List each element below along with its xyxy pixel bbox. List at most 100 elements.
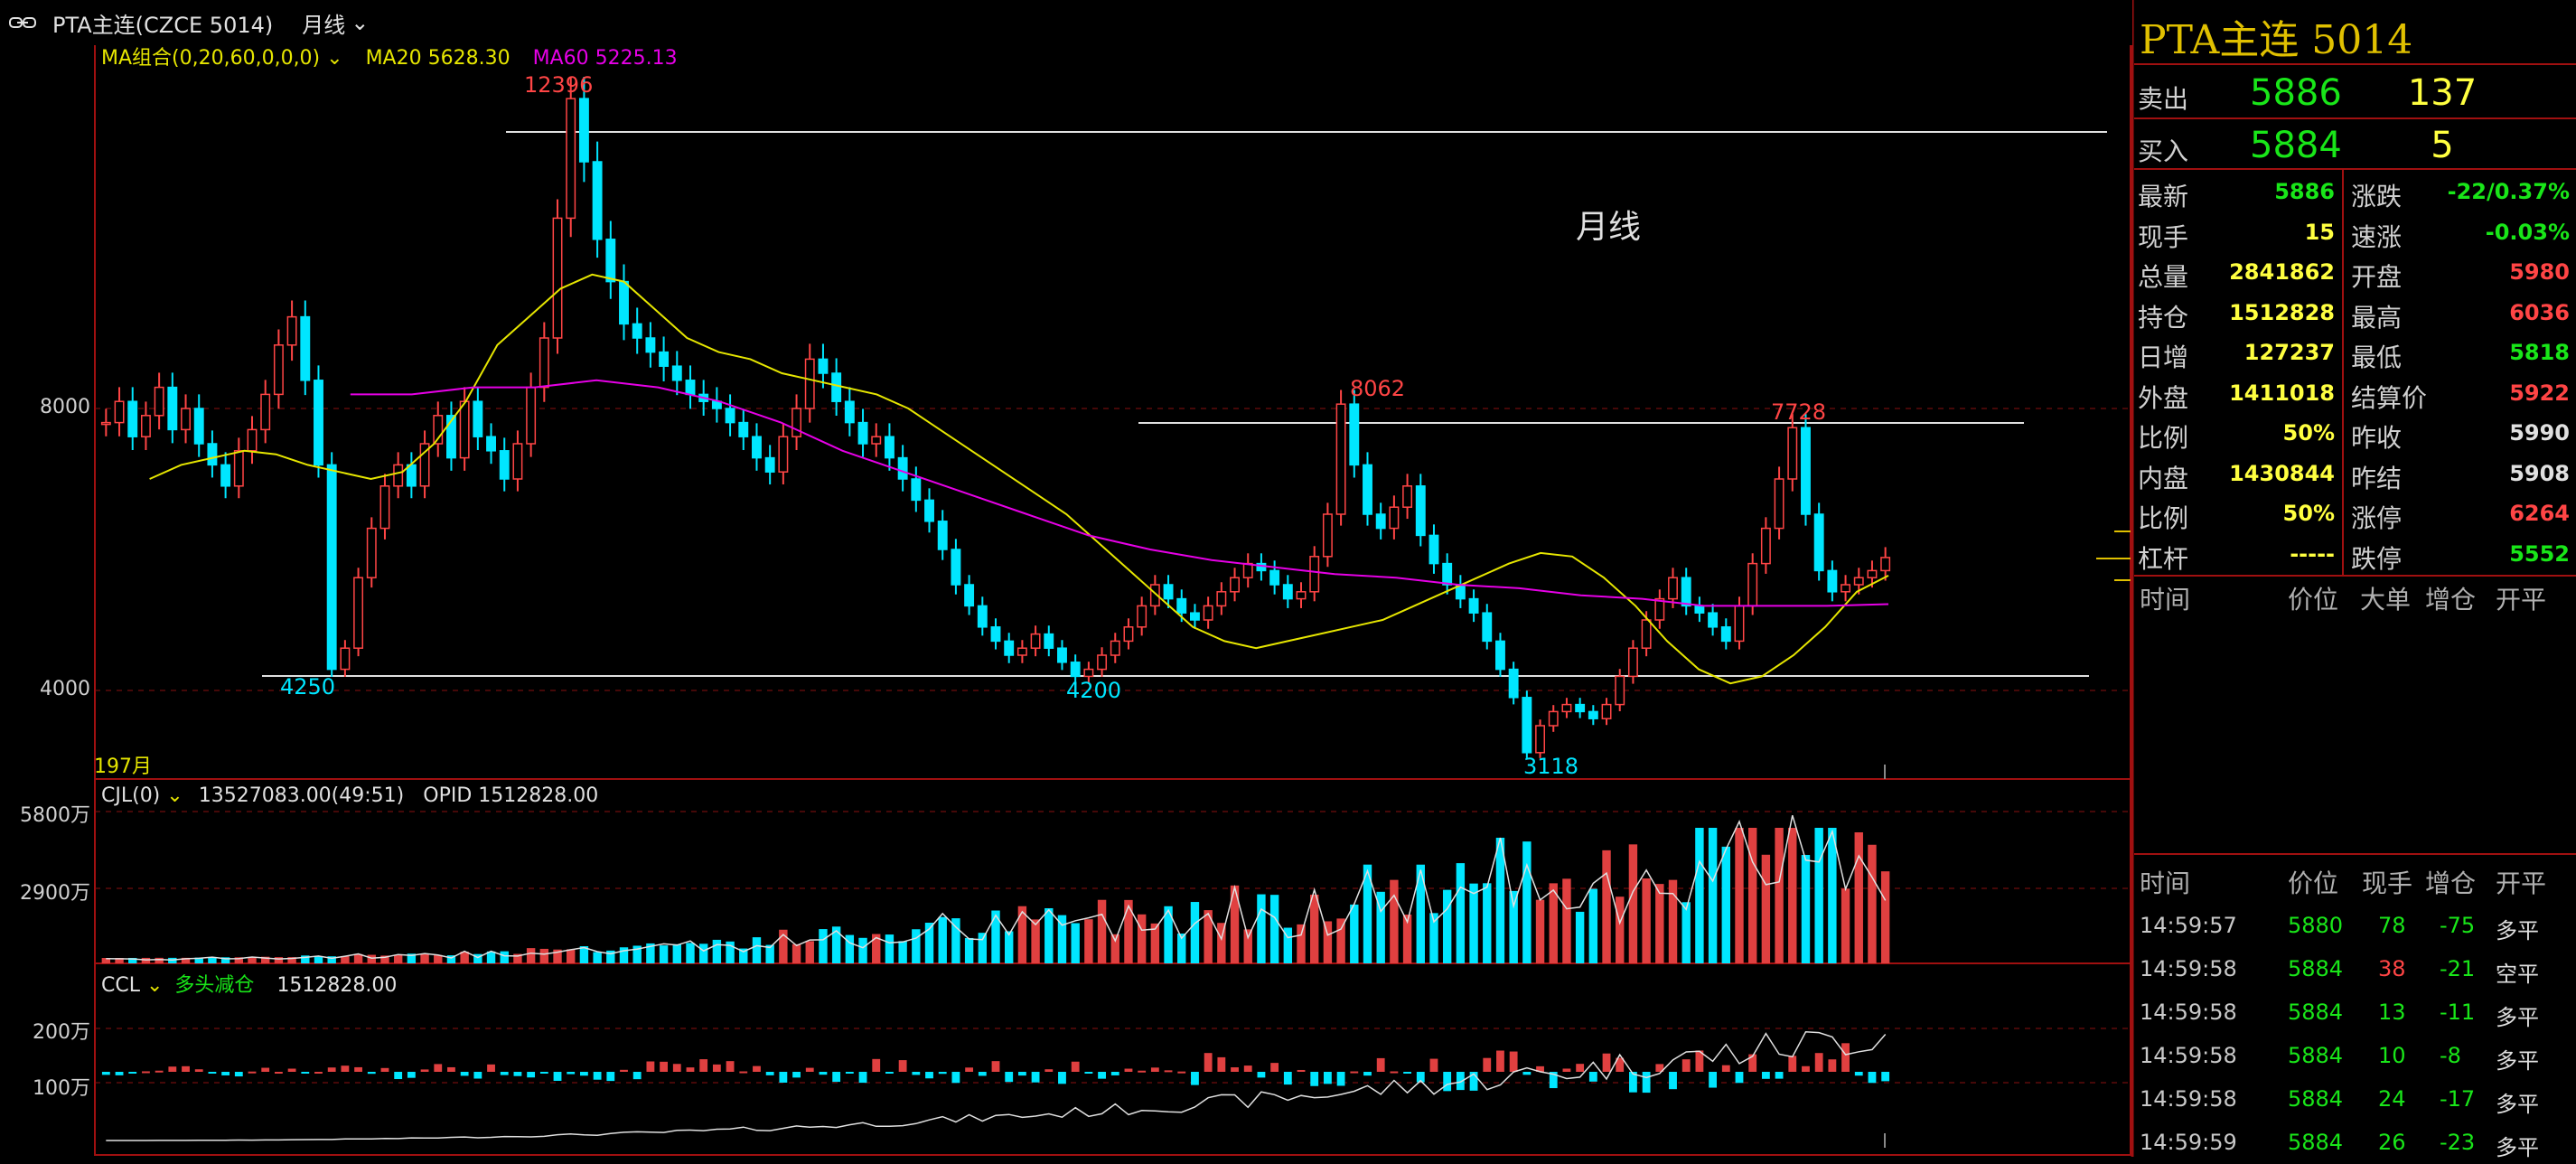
- volume-bar: [739, 948, 748, 963]
- oi-change-bar: [1376, 1057, 1385, 1072]
- oi-change-bar: [832, 1072, 841, 1083]
- volume-bar: [367, 954, 376, 963]
- chevron-down-icon[interactable]: ⌄: [166, 784, 183, 807]
- volume-bar: [473, 953, 482, 963]
- stat-label: 涨停: [2351, 503, 2403, 533]
- volume-bar: [1110, 934, 1119, 963]
- link-icon[interactable]: [9, 14, 36, 32]
- oi-change-bar: [1323, 1072, 1332, 1084]
- volume-bar: [486, 951, 496, 963]
- ma20-value: MA20 5628.30: [365, 47, 511, 70]
- stat-value: 6264: [2509, 501, 2570, 526]
- oi-change-bar: [1469, 1072, 1478, 1091]
- volume-bar: [659, 945, 669, 963]
- tick-row[interactable]: 14:59:58 5884 13 -11 多平: [2134, 990, 2576, 1034]
- stat-value: 5886: [2274, 179, 2335, 204]
- candle-body: [1801, 427, 1811, 515]
- volume-bar: [1204, 910, 1213, 963]
- buy-price: 5884: [2250, 125, 2342, 166]
- tick-row[interactable]: 14:59:58 5884 24 -17 多平: [2134, 1077, 2576, 1121]
- ma-series: [149, 273, 1889, 685]
- tick-row[interactable]: 14:59:57 5880 78 -75 多平: [2134, 904, 2576, 947]
- oi-change-bar: [872, 1058, 881, 1072]
- candle-body: [366, 527, 377, 578]
- chevron-down-icon[interactable]: ⌄: [145, 974, 164, 997]
- oi-change-bar: [168, 1066, 177, 1072]
- ma-legend[interactable]: MA组合(0,20,60,0,0,0) ⌄ MA20 5628.30 MA60 …: [101, 42, 678, 70]
- stat-label: 比例: [2138, 503, 2189, 533]
- volume-bar: [539, 948, 549, 963]
- oi-change-bar: [1150, 1067, 1159, 1072]
- tick-row[interactable]: 14:59:58 5884 10 -8 多平: [2134, 1034, 2576, 1077]
- oi-change-bar: [1297, 1069, 1306, 1072]
- oi-change-bar: [1854, 1072, 1863, 1076]
- sell-row[interactable]: 卖出 5886 137: [2134, 67, 2576, 119]
- volume-bar: [1456, 863, 1466, 963]
- volume-bar: [380, 955, 389, 963]
- oi-change-bar: [1031, 1072, 1040, 1083]
- stat-right-6: 昨收 5990: [2351, 413, 2570, 453]
- oi-change-bar: [845, 1072, 854, 1074]
- volume-bar: [1562, 878, 1571, 963]
- chart-watermark: 月线: [1576, 209, 1642, 246]
- oi-change-bar: [182, 1065, 190, 1072]
- oi-change-bar: [1071, 1061, 1080, 1072]
- oi-value: 1512828.00: [276, 974, 398, 997]
- oi-change-bar: [1721, 1065, 1730, 1072]
- stat-right-7: 昨结 5908: [2351, 454, 2570, 493]
- chevron-down-icon: ⌄: [351, 10, 370, 35]
- volume-bar: [1509, 890, 1518, 963]
- stat-label: 昨收: [2351, 423, 2403, 453]
- stat-value: 15: [2304, 219, 2335, 245]
- oi-change-bar: [1536, 1065, 1544, 1072]
- candle-body: [1176, 597, 1187, 614]
- period-selector[interactable]: 月线 ⌄: [302, 7, 369, 39]
- oi-change-bar: [1483, 1057, 1492, 1072]
- volume-bar: [885, 934, 895, 963]
- oi-change-bar: [1496, 1050, 1504, 1072]
- oi-change-bar: [155, 1070, 164, 1073]
- oi-change-bar: [101, 1072, 110, 1075]
- candle-body: [1827, 569, 1838, 593]
- oi-change-bar: [712, 1064, 721, 1072]
- oi-change-bar: [1616, 1057, 1625, 1072]
- candle-body: [100, 421, 111, 426]
- candle-body: [1841, 584, 1851, 593]
- volume-bar: [1150, 923, 1160, 963]
- stat-value: 127237: [2243, 340, 2335, 365]
- buy-row[interactable]: 买入 5884 5: [2134, 119, 2576, 172]
- chevron-down-icon[interactable]: ⌄: [326, 47, 343, 70]
- candle-body: [167, 386, 178, 431]
- candle-body: [977, 605, 988, 628]
- candle-body: [671, 365, 682, 381]
- volume-bar: [1495, 837, 1505, 963]
- stat-left-9: 杠杆 -----: [2138, 534, 2335, 574]
- volume-bar: [712, 939, 722, 963]
- volume-bar: [1549, 883, 1558, 963]
- candle-body: [1296, 591, 1307, 600]
- tick-row[interactable]: 14:59:58 5884 38 -21 空平: [2134, 947, 2576, 990]
- candle-body: [539, 337, 549, 389]
- volume-legend[interactable]: CJL(0) ⌄ 13527083.00(49:51) OPID 1512828…: [101, 784, 598, 807]
- volume-bar: [646, 943, 655, 963]
- candle-body: [1375, 513, 1386, 530]
- oi-change-bar: [248, 1071, 257, 1074]
- col-volume: 现手: [2362, 868, 2413, 898]
- volume-bar: [1350, 904, 1359, 963]
- volume-bar: [726, 941, 735, 963]
- y-tick: 200万: [33, 1021, 90, 1044]
- oi-change-bar: [1403, 1072, 1411, 1074]
- volume-bar: [115, 957, 124, 963]
- tick-row[interactable]: 14:59:59 5884 26 -23 多平: [2134, 1121, 2576, 1164]
- volume-bar: [1695, 828, 1704, 963]
- candle-body: [990, 626, 1001, 643]
- oi-change-bar: [726, 1061, 735, 1072]
- volume-bar: [1469, 883, 1478, 963]
- oi-legend[interactable]: CCL ⌄ 多头减仓 1512828.00: [101, 969, 397, 998]
- candle-body: [1389, 506, 1400, 530]
- stat-right-5: 结算价 5922: [2351, 373, 2570, 413]
- stat-label: 昨结: [2351, 463, 2403, 493]
- stat-left-0: 最新 5886: [2138, 172, 2335, 211]
- candle-body: [632, 323, 642, 339]
